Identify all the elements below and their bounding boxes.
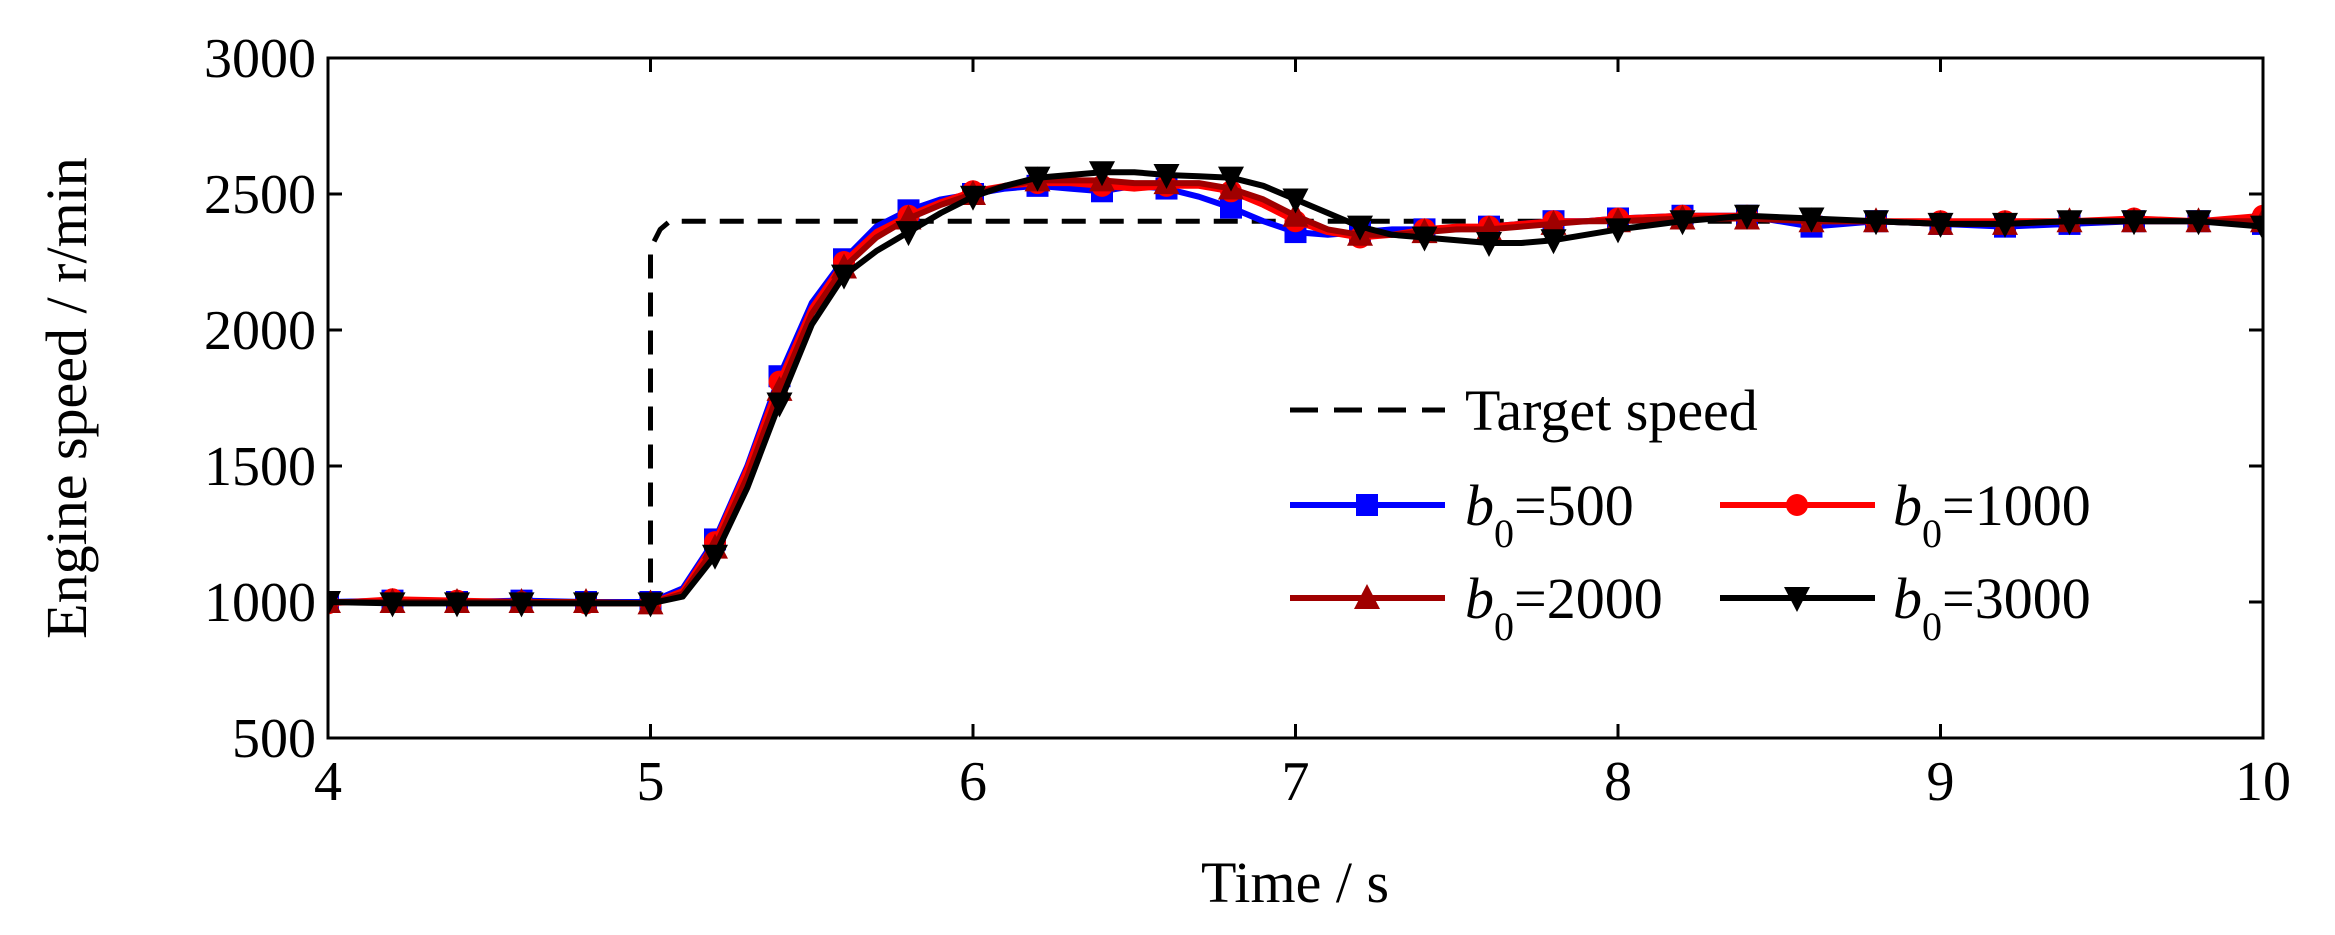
data-point-b0-3000 [508, 592, 535, 618]
data-point-b0-3000 [1282, 188, 1309, 214]
legend-item-b0-2000: b0=2000 [1290, 566, 1663, 649]
legend-marker-b0-3000 [1784, 587, 1810, 612]
data-point-b0-3000 [2056, 210, 2083, 236]
legend-var: b [1465, 473, 1494, 538]
y-tick-label: 1000 [204, 572, 316, 634]
data-point-b0-3000 [702, 544, 728, 570]
x-tick-label: 5 [637, 751, 665, 813]
x-tick-label: 10 [2235, 751, 2291, 813]
data-point-b0-3000 [1863, 210, 1889, 236]
data-point-b0-3000 [1347, 215, 1373, 241]
legend-label-target-speed: Target speed [1465, 378, 1758, 443]
plot-area [328, 58, 2263, 738]
legend-label-b0-1000: b0=1000 [1893, 473, 2091, 556]
legend-value: =3000 [1942, 566, 2091, 631]
legend-item-b0-1000: b0=1000 [1720, 473, 2091, 556]
legend-marker-b0-1000 [1786, 494, 1808, 516]
data-point-b0-3000 [960, 185, 986, 211]
data-point-b0-3000 [1734, 204, 1760, 230]
y-tick-label: 2000 [204, 300, 316, 362]
legend-item-b0-3000: b0=3000 [1720, 566, 2091, 649]
data-point-b0-3000 [1089, 161, 1115, 187]
y-tick-label: 1500 [204, 436, 316, 498]
data-point-b0-3000 [831, 264, 857, 290]
axis-tick-labels: 4 5 6 7 8 9 10 500 1000 1500 2000 2500 3000 [204, 28, 2291, 813]
data-point-b0-2000 [1540, 209, 1567, 235]
data-point-b0-3000 [1476, 231, 1502, 257]
x-tick-label: 4 [314, 751, 342, 813]
x-axis-title: Time / s [1201, 850, 1389, 915]
legend-var: b [1465, 566, 1494, 631]
data-point-b0-3000 [2185, 210, 2212, 236]
y-axis-title: Engine speed / r/min [34, 157, 99, 639]
series-layer [328, 161, 2263, 618]
data-point-b0-3000 [1669, 210, 1696, 236]
data-point-b0-3000 [1411, 226, 1438, 252]
data-point-b0-3000 [1605, 218, 1631, 244]
legend-value: =1000 [1942, 473, 2091, 538]
legend-marker-b0-500 [1356, 494, 1378, 516]
x-tick-label: 8 [1604, 751, 1632, 813]
data-point-b0-2000 [1282, 201, 1309, 227]
data-point-b0-3000 [766, 392, 793, 418]
data-point-b0-3000 [895, 221, 922, 247]
axis-ticks [326, 56, 2265, 740]
series-line-b0-3000 [328, 169, 2263, 607]
legend-var: b [1893, 566, 1922, 631]
data-point-b0-3000 [2250, 215, 2263, 241]
legend-marker-b0-2000 [1354, 584, 1380, 609]
data-point-b0-3000 [1992, 212, 2018, 238]
legend-value: =500 [1514, 473, 1634, 538]
data-point-b0-3000 [1540, 229, 1567, 255]
data-point-b0-3000 [1024, 166, 1051, 192]
data-point-b0-3000 [1153, 163, 1180, 189]
legend-subscript: 0 [1494, 511, 1514, 556]
data-point-b0-3000 [2121, 210, 2147, 236]
x-tick-label: 9 [1927, 751, 1955, 813]
data-point-b0-3000 [637, 592, 664, 618]
legend-item-b0-500: b0=500 [1290, 473, 1634, 556]
legend-item-target-speed: Target speed [1290, 378, 1758, 443]
legend-label-b0-2000: b0=2000 [1465, 566, 1663, 649]
legend-subscript: 0 [1922, 604, 1942, 649]
x-tick-label: 7 [1282, 751, 1310, 813]
data-point-b0-3000 [1218, 166, 1244, 192]
y-tick-label: 2500 [204, 164, 316, 226]
legend-subscript: 0 [1494, 604, 1514, 649]
legend-label-b0-3000: b0=3000 [1893, 566, 2091, 649]
y-tick-label: 500 [232, 708, 316, 770]
y-tick-label: 3000 [204, 28, 316, 90]
series-b0-3000 [328, 161, 2263, 618]
data-point-b0-3000 [573, 592, 599, 618]
data-point-b0-3000 [379, 592, 406, 618]
data-point-b0-500 [1220, 196, 1242, 219]
legend-var: b [1893, 473, 1922, 538]
legend-subscript: 0 [1922, 511, 1942, 556]
data-point-b0-3000 [1927, 212, 1954, 238]
data-point-b0-3000 [1798, 207, 1825, 233]
legend-label-b0-500: b0=500 [1465, 473, 1634, 556]
legend-value: =2000 [1514, 566, 1663, 631]
x-tick-label: 6 [959, 751, 987, 813]
data-point-b0-3000 [444, 592, 470, 618]
